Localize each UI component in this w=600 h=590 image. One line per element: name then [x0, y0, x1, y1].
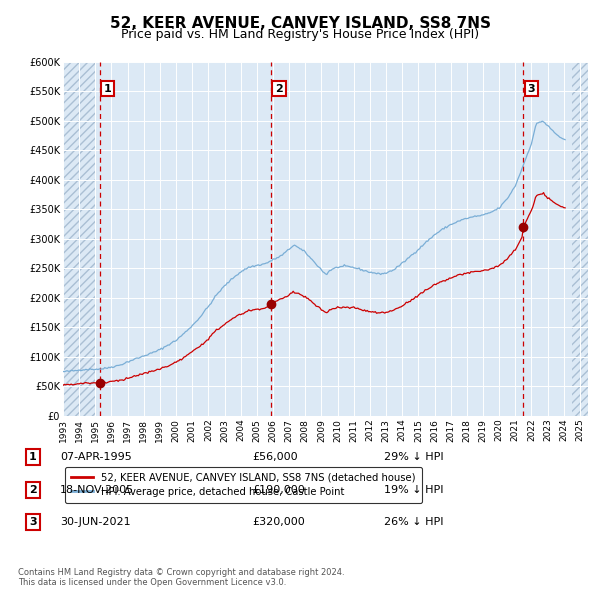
Text: 26% ↓ HPI: 26% ↓ HPI — [384, 517, 443, 527]
Text: 1: 1 — [29, 453, 37, 462]
Bar — [63, 62, 95, 416]
Text: £56,000: £56,000 — [252, 453, 298, 462]
Text: 18-NOV-2005: 18-NOV-2005 — [60, 485, 134, 494]
Text: £190,000: £190,000 — [252, 485, 305, 494]
Text: 2: 2 — [29, 485, 37, 494]
Text: 52, KEER AVENUE, CANVEY ISLAND, SS8 7NS: 52, KEER AVENUE, CANVEY ISLAND, SS8 7NS — [110, 16, 491, 31]
Text: 3: 3 — [29, 517, 37, 527]
Text: 07-APR-1995: 07-APR-1995 — [60, 453, 132, 462]
Text: 29% ↓ HPI: 29% ↓ HPI — [384, 453, 443, 462]
Legend: 52, KEER AVENUE, CANVEY ISLAND, SS8 7NS (detached house), HPI: Average price, de: 52, KEER AVENUE, CANVEY ISLAND, SS8 7NS … — [65, 467, 422, 503]
Text: £320,000: £320,000 — [252, 517, 305, 527]
Text: Price paid vs. HM Land Registry's House Price Index (HPI): Price paid vs. HM Land Registry's House … — [121, 28, 479, 41]
Text: 3: 3 — [527, 84, 535, 93]
Text: Contains HM Land Registry data © Crown copyright and database right 2024.
This d: Contains HM Land Registry data © Crown c… — [18, 568, 344, 587]
Text: 1: 1 — [104, 84, 112, 93]
Bar — [572, 62, 588, 416]
Text: 30-JUN-2021: 30-JUN-2021 — [60, 517, 131, 527]
Text: 2: 2 — [275, 84, 283, 93]
Text: 19% ↓ HPI: 19% ↓ HPI — [384, 485, 443, 494]
